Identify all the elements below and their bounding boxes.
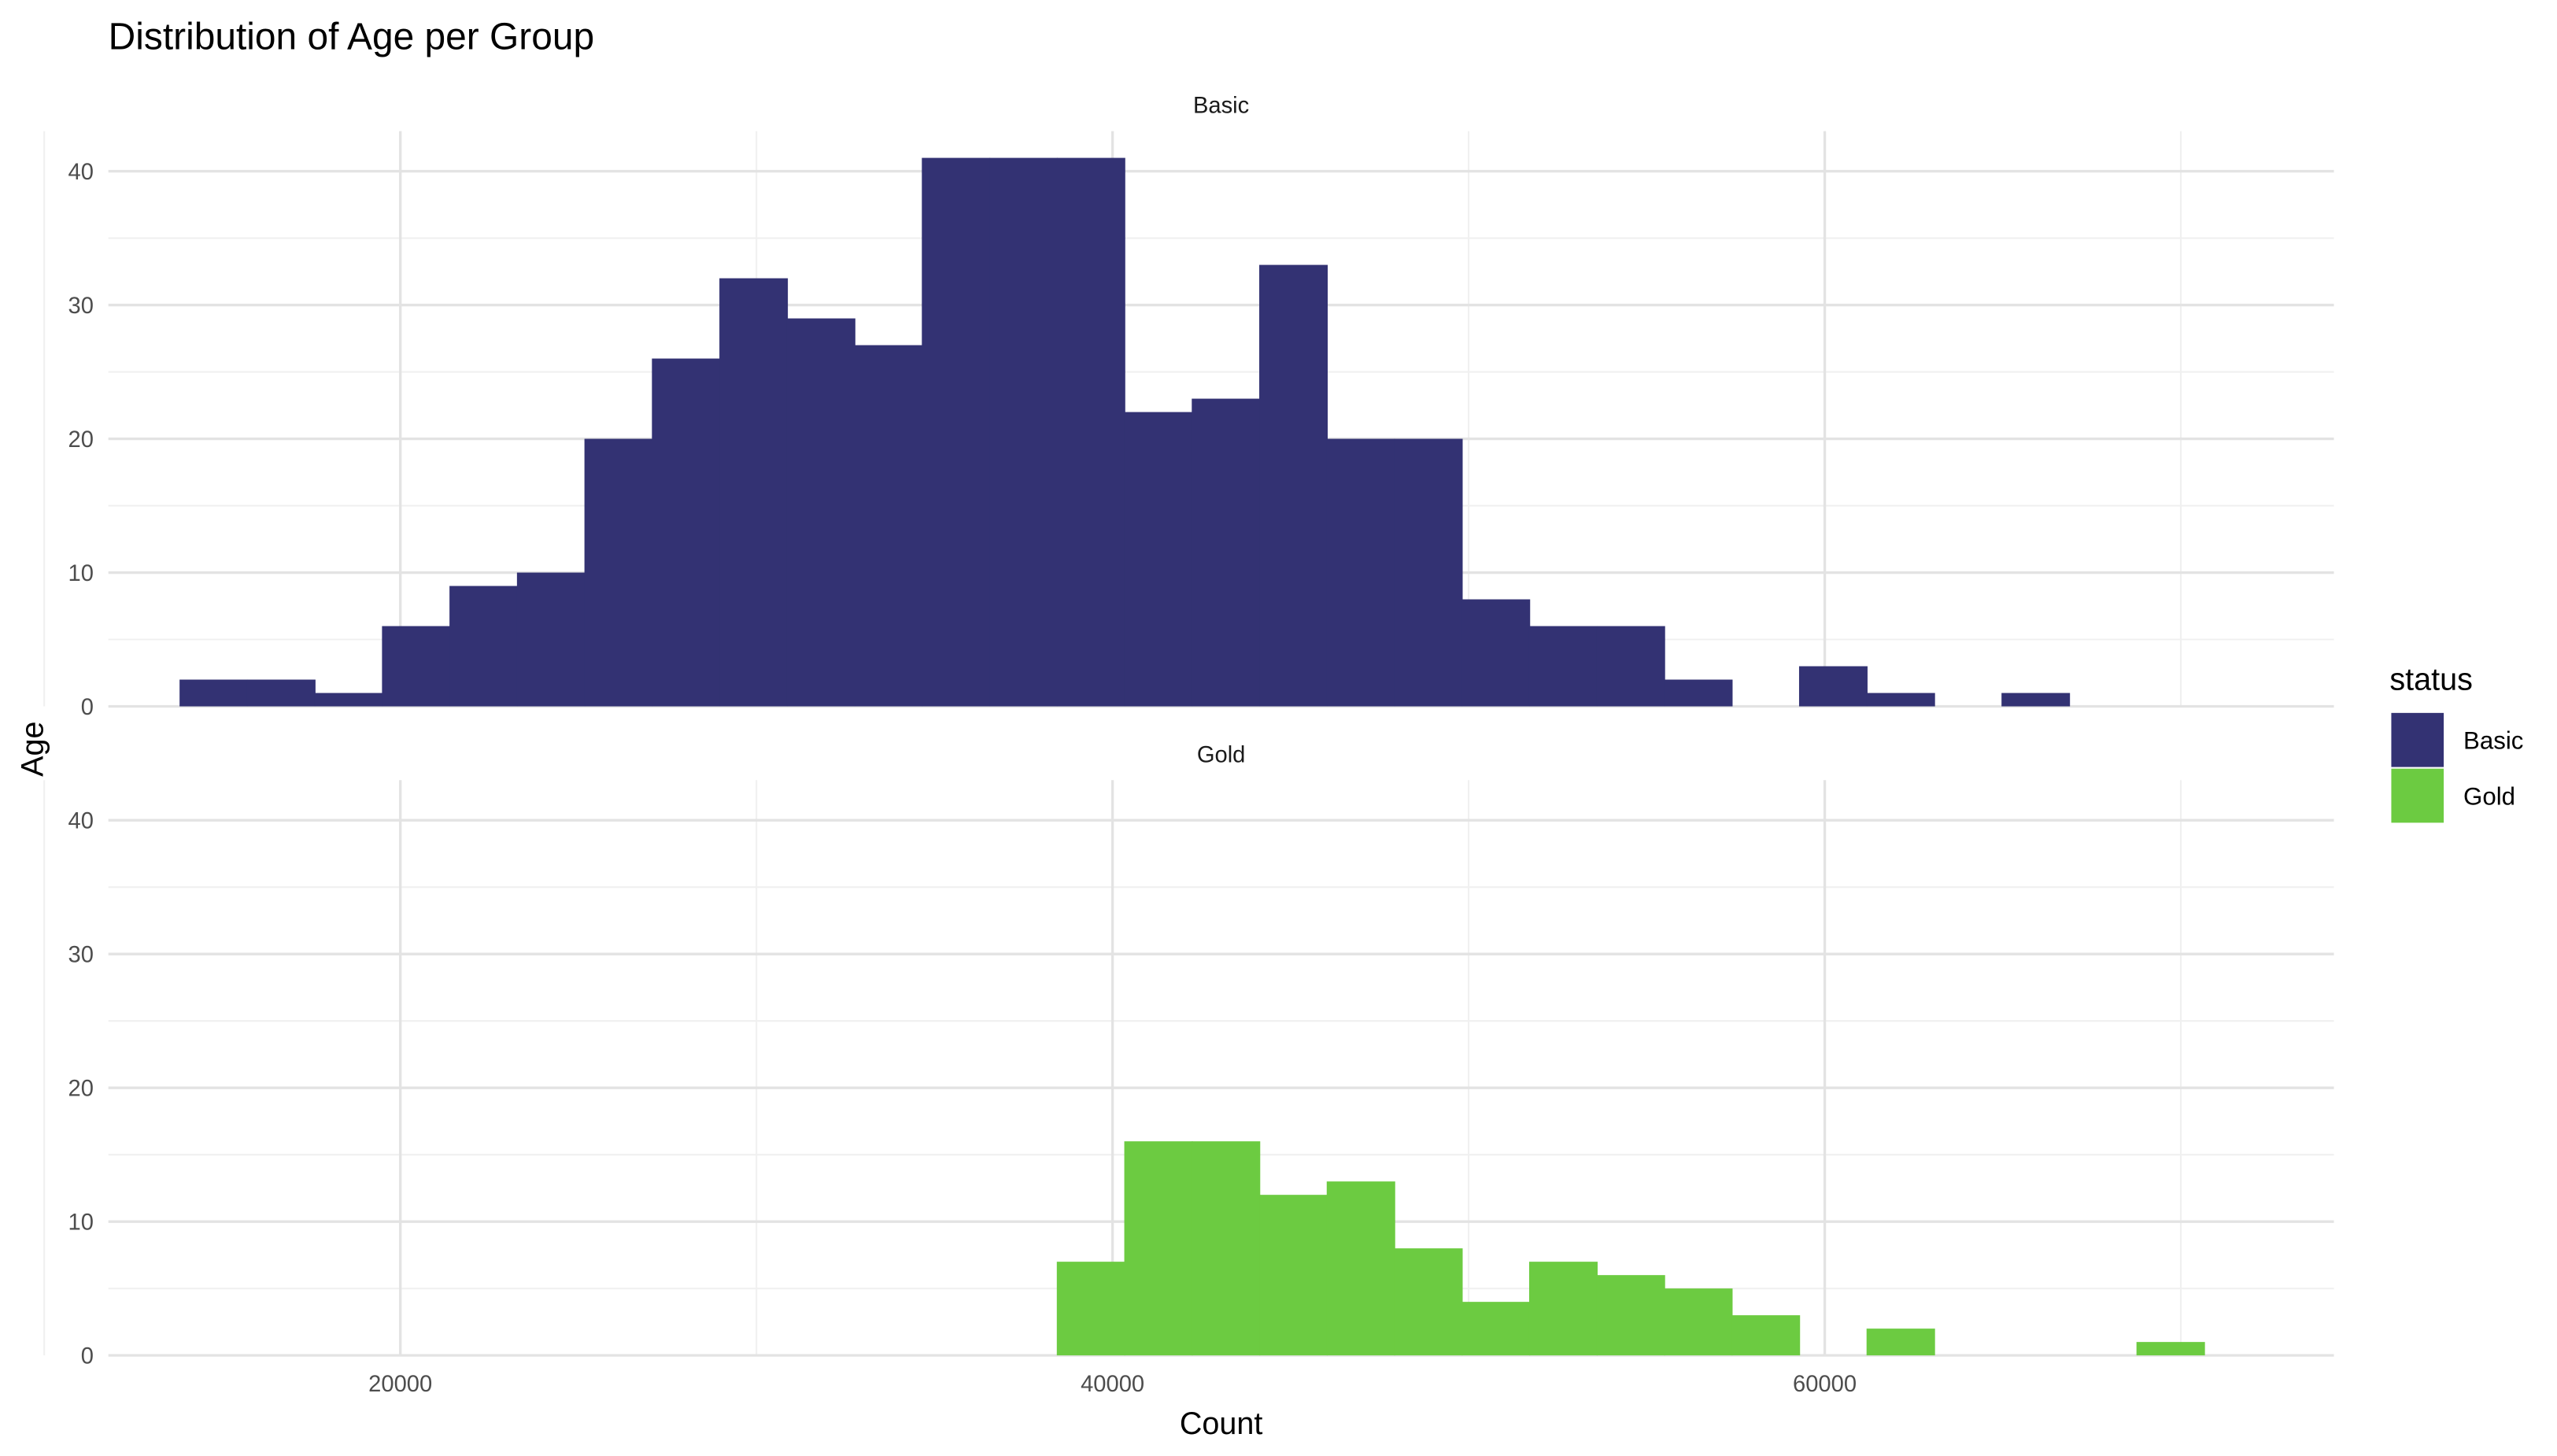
y-tick-label: 40 [68, 809, 94, 834]
facet-strip-label: Basic [1193, 94, 1249, 119]
legend-title: status [2389, 663, 2473, 697]
histogram-bar [2136, 1342, 2205, 1356]
histogram-bar [1394, 1248, 1463, 1356]
histogram-bar [1259, 1195, 1328, 1356]
histogram-bar [2001, 693, 2071, 707]
facet-panel-basic: Basic 0 10 20 30 40 [43, 94, 2334, 720]
histogram-bar [1528, 626, 1598, 707]
y-tick-label: 10 [68, 1210, 94, 1236]
facet-panel-gold: Gold 0 10 20 30 40 [43, 742, 2334, 1369]
x-tick-label: 20000 [368, 1372, 432, 1397]
histogram-bar [1326, 438, 1395, 707]
y-tick-label: 40 [68, 160, 94, 185]
y-tick-label: 30 [68, 294, 94, 319]
histogram-bar [1124, 1141, 1193, 1356]
histogram-bar [314, 693, 383, 707]
histogram-bar [989, 157, 1059, 707]
chart-title: Distribution of Age per Group [109, 16, 594, 57]
histogram-bar [1731, 1315, 1801, 1356]
y-tick-label: 20 [68, 1077, 94, 1102]
histogram-bar [382, 626, 451, 707]
histogram-bar [516, 572, 586, 707]
facet-panels: Basic 0 10 20 30 40 Gold 0 10 20 30 40 20000 40000 600… [43, 94, 2334, 1397]
histogram-bar [1124, 412, 1193, 707]
legend-key-gold [2391, 768, 2444, 823]
facet-strip-label: Gold [1197, 742, 1246, 767]
legend-label: Basic [2463, 727, 2523, 755]
histogram-bar [1596, 1275, 1665, 1356]
histogram-bar [854, 345, 923, 707]
histogram-bar [1664, 1288, 1733, 1356]
histogram-bar [246, 679, 316, 707]
y-tick-label: 0 [81, 695, 94, 720]
y-tick-label: 0 [81, 1344, 94, 1369]
histogram-bar [1866, 693, 1935, 707]
histogram-bar [1192, 1141, 1261, 1356]
histogram-bar [1664, 679, 1733, 707]
x-tick-label: 60000 [1793, 1372, 1857, 1397]
histogram-bar [1056, 1262, 1125, 1356]
histogram-bar [719, 278, 789, 707]
histogram-bar [1326, 1181, 1395, 1356]
histogram-bar [449, 586, 519, 707]
y-tick-label: 30 [68, 943, 94, 968]
x-tick-label: 40000 [1081, 1372, 1144, 1397]
histogram-bar [584, 438, 653, 707]
histogram-bar [1596, 626, 1665, 707]
histogram-bar [1259, 264, 1328, 707]
histogram-bar [1192, 398, 1261, 707]
y-tick-label: 20 [68, 427, 94, 453]
histogram-bar [1866, 1329, 1935, 1356]
histogram-bar [652, 358, 721, 707]
legend: status Basic Gold [2389, 663, 2523, 823]
histogram-bar [922, 157, 991, 707]
y-tick-label: 10 [68, 561, 94, 586]
histogram-bar [786, 318, 855, 707]
legend-label: Gold [2463, 782, 2515, 810]
histogram-bar [1461, 599, 1531, 707]
histogram-bar [1461, 1302, 1531, 1356]
histogram-bar [1798, 666, 1868, 707]
y-axis-label: Age [15, 721, 50, 776]
legend-key-basic [2391, 712, 2444, 767]
x-axis-label: Count [1180, 1406, 1263, 1441]
histogram-bar [1056, 157, 1125, 707]
histogram-bar [179, 679, 249, 707]
histogram-bar [1394, 438, 1463, 707]
histogram-bar [1528, 1262, 1598, 1356]
